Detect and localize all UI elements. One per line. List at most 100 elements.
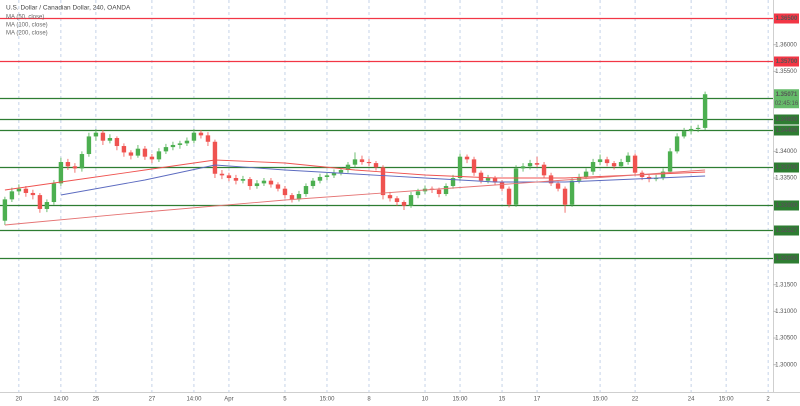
- x-tick-label: 15:00: [593, 397, 609, 403]
- candle-body: [261, 180, 267, 184]
- y-tick-label: 1.36000: [775, 42, 797, 48]
- axis-labels: 20 14:00 25 27 14:00 Apr 5 15:00 8 10 15:00 15 17 15:…: [6, 13, 799, 403]
- candle-body: [443, 186, 449, 195]
- candle-body: [464, 156, 470, 160]
- last-price-box: [774, 89, 799, 109]
- x-tick-label: 14:00: [53, 397, 69, 403]
- level-label: 1.33700: [776, 165, 798, 171]
- candle-body: [485, 178, 491, 181]
- candle-body: [366, 162, 372, 164]
- candle-body: [688, 128, 694, 132]
- candle-body: [128, 152, 134, 156]
- candle-body: [51, 183, 57, 203]
- candle-body: [331, 172, 337, 176]
- candle-body: [205, 135, 211, 142]
- candle-body: [667, 151, 673, 172]
- candle-body: [695, 127, 701, 129]
- candle-body: [2, 199, 8, 221]
- level-label-box: [774, 13, 799, 24]
- candle-body: [219, 173, 225, 176]
- last-price-label: 1.35071: [776, 92, 798, 98]
- candle-body: [625, 155, 631, 163]
- candle-body: [44, 202, 50, 209]
- candle-body: [177, 143, 183, 145]
- candle-body: [254, 183, 260, 187]
- candle-body: [324, 175, 330, 177]
- y-tick-label: 1.30000: [775, 362, 797, 368]
- candle-body: [93, 132, 99, 137]
- x-tick-label: 14:00: [186, 397, 202, 403]
- candle-body: [541, 164, 547, 176]
- x-tick-label: 10: [422, 397, 429, 403]
- x-tick-label: 20: [16, 397, 23, 403]
- candle-body: [86, 136, 92, 155]
- candle-body: [282, 188, 288, 196]
- candle-body: [436, 189, 442, 195]
- candle-body: [191, 132, 197, 141]
- candle-body: [9, 191, 15, 200]
- level-label: 1.35700: [776, 59, 798, 65]
- candle-body: [478, 172, 484, 181]
- candle-body: [37, 195, 43, 209]
- level-label-box: [774, 125, 799, 136]
- candle-body: [373, 163, 379, 168]
- candle-body: [72, 166, 78, 169]
- x-tick-label: 15:00: [453, 397, 469, 403]
- x-tick-label: 2: [766, 397, 770, 403]
- level-label-box: [774, 114, 799, 125]
- grid: [0, 0, 773, 392]
- level-label: 1.34400: [776, 128, 798, 134]
- x-tick-label: 24: [688, 397, 695, 403]
- candle-body: [387, 195, 393, 199]
- y-tick-label: 1.31500: [775, 282, 797, 288]
- candle-body: [247, 179, 253, 187]
- candle-body: [597, 159, 603, 163]
- ma-line: [4, 159, 706, 191]
- candle-body: [583, 171, 589, 177]
- candle-body: [107, 138, 113, 141]
- candle-body: [548, 175, 554, 184]
- candle-body: [401, 202, 407, 206]
- candle-body: [562, 188, 568, 205]
- level-label: 1.34600: [776, 117, 798, 123]
- level-label: 1.33000: [776, 203, 798, 209]
- candle-body: [415, 191, 421, 196]
- legend-entry: MA (200, close): [6, 31, 48, 37]
- candle-body: [226, 175, 232, 179]
- candle-body: [618, 162, 624, 167]
- candle-body: [499, 182, 505, 189]
- candle-body: [30, 192, 36, 196]
- candle-body: [16, 188, 22, 192]
- level-label-box: [774, 225, 799, 236]
- candle-body: [100, 132, 106, 141]
- candle-body: [275, 184, 281, 189]
- candle-body: [23, 188, 29, 193]
- candle-body: [198, 132, 204, 136]
- candle-body: [611, 163, 617, 167]
- level-label-box: [774, 200, 799, 211]
- level-label: 1.32000: [776, 256, 798, 262]
- candle-body: [702, 94, 708, 128]
- candle-body: [653, 178, 659, 180]
- legend-entry: MA (100, close): [6, 23, 48, 29]
- y-tick-label: 1.34000: [775, 149, 797, 155]
- candle-body: [457, 156, 463, 179]
- x-tick-label: 17: [534, 397, 541, 403]
- candle-body: [338, 170, 344, 173]
- candle-body: [555, 183, 561, 189]
- marks: [2, 91, 708, 226]
- candle-body: [184, 140, 190, 144]
- candle-body: [170, 144, 176, 148]
- candle-body: [156, 151, 162, 160]
- y-tick-label: 1.30500: [775, 336, 797, 342]
- candle-body: [289, 195, 295, 200]
- candle-body: [527, 163, 533, 167]
- candle-body: [569, 180, 575, 205]
- candle-body: [58, 162, 64, 184]
- level-label-box: [774, 56, 799, 67]
- candle-body: [352, 159, 358, 165]
- candle-body: [394, 198, 400, 203]
- level-label: 1.36500: [776, 16, 798, 22]
- candle-body: [345, 164, 351, 171]
